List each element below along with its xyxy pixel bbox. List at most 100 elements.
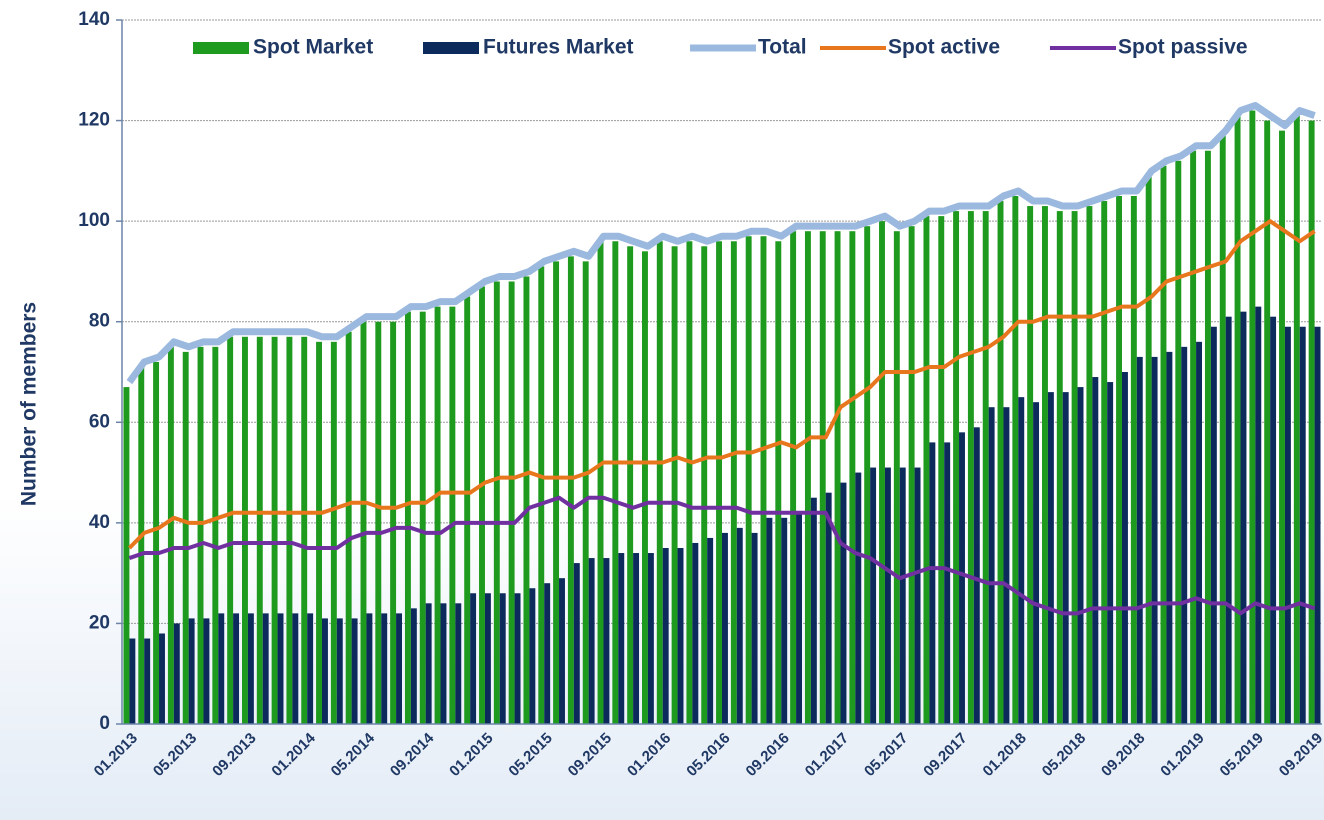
bar — [597, 241, 604, 724]
bar — [1151, 356, 1158, 724]
bar — [396, 613, 402, 724]
bar — [1308, 120, 1315, 725]
bar — [479, 286, 485, 724]
bar — [1196, 341, 1202, 724]
bar — [218, 613, 225, 724]
bar — [796, 512, 802, 724]
legend-swatch — [193, 42, 249, 54]
bar — [345, 331, 352, 724]
bar — [366, 613, 373, 724]
legend-label: Total — [758, 36, 807, 59]
bar — [1293, 115, 1300, 725]
bar — [182, 351, 189, 724]
bar — [1219, 135, 1226, 724]
bar — [1160, 165, 1167, 725]
bar — [1071, 211, 1078, 725]
bar — [1003, 407, 1010, 724]
bar — [508, 281, 515, 724]
y-tick-label: 120 — [78, 110, 110, 131]
bar — [144, 638, 151, 724]
bar — [1077, 387, 1084, 724]
bar — [1225, 316, 1232, 724]
bar — [351, 618, 358, 724]
bar — [722, 532, 728, 724]
bar — [834, 231, 841, 724]
bar — [855, 472, 862, 724]
bar — [197, 346, 204, 724]
bar — [523, 276, 530, 724]
bar — [271, 336, 278, 724]
bar — [360, 321, 367, 724]
bar — [203, 618, 210, 724]
bar — [766, 517, 773, 724]
bar — [1284, 326, 1291, 724]
bar — [893, 231, 900, 724]
bar — [716, 241, 722, 724]
bar — [914, 467, 921, 724]
bar — [781, 517, 788, 724]
bar — [1116, 196, 1122, 724]
y-tick-label: 100 — [78, 210, 110, 231]
bar — [538, 266, 545, 724]
bar — [1092, 377, 1099, 724]
bar — [612, 241, 619, 724]
bar — [307, 613, 314, 724]
bar — [455, 603, 462, 724]
bar — [810, 497, 817, 724]
y-tick-label: 0 — [99, 713, 110, 734]
bar — [840, 482, 847, 724]
bar — [671, 246, 678, 725]
bar — [973, 427, 980, 724]
bar — [603, 558, 610, 724]
bar — [582, 261, 589, 724]
line — [127, 219, 1316, 550]
bar — [1264, 120, 1271, 725]
bar — [959, 432, 965, 724]
bar — [1166, 351, 1173, 724]
bar — [662, 548, 669, 724]
y-tick-label: 20 — [89, 612, 110, 633]
bar — [884, 467, 891, 724]
bar — [1086, 206, 1093, 725]
bar — [425, 603, 432, 724]
bar — [944, 442, 951, 724]
bar — [573, 563, 580, 724]
bar — [227, 336, 234, 724]
bar — [233, 613, 240, 724]
bar — [484, 593, 491, 724]
bar — [1027, 206, 1034, 725]
bar — [701, 246, 708, 725]
bar — [707, 537, 714, 724]
bar — [301, 336, 308, 724]
bar — [188, 618, 195, 724]
bar — [159, 633, 165, 724]
bar — [381, 613, 388, 724]
bar — [1101, 201, 1108, 724]
bar — [470, 593, 477, 724]
bar — [167, 346, 174, 724]
bar — [247, 613, 254, 724]
bar — [410, 608, 417, 724]
bar — [1249, 110, 1256, 724]
bar — [864, 226, 871, 724]
bar — [440, 603, 447, 724]
line — [128, 495, 1316, 616]
y-tick-label: 60 — [89, 411, 110, 432]
bar — [751, 532, 758, 724]
bar — [1204, 150, 1211, 724]
y-tick-label: 80 — [89, 311, 110, 332]
bar — [1107, 382, 1114, 724]
bar — [322, 618, 328, 724]
legend-swatch — [423, 42, 479, 54]
bar — [736, 527, 743, 724]
bar — [1270, 316, 1277, 724]
bar — [153, 361, 160, 724]
bar — [1145, 175, 1152, 724]
bar — [173, 623, 180, 724]
bar — [618, 553, 625, 724]
bar — [1012, 196, 1019, 724]
bar — [375, 321, 382, 724]
bar — [760, 236, 767, 724]
bar — [908, 226, 915, 724]
